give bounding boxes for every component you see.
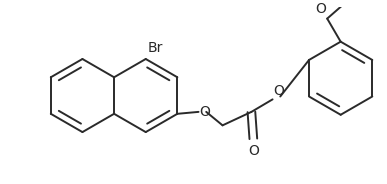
Text: O: O <box>248 144 259 158</box>
Text: O: O <box>199 105 211 119</box>
Text: O: O <box>274 84 284 98</box>
Text: Br: Br <box>148 41 163 55</box>
Text: O: O <box>315 2 326 16</box>
